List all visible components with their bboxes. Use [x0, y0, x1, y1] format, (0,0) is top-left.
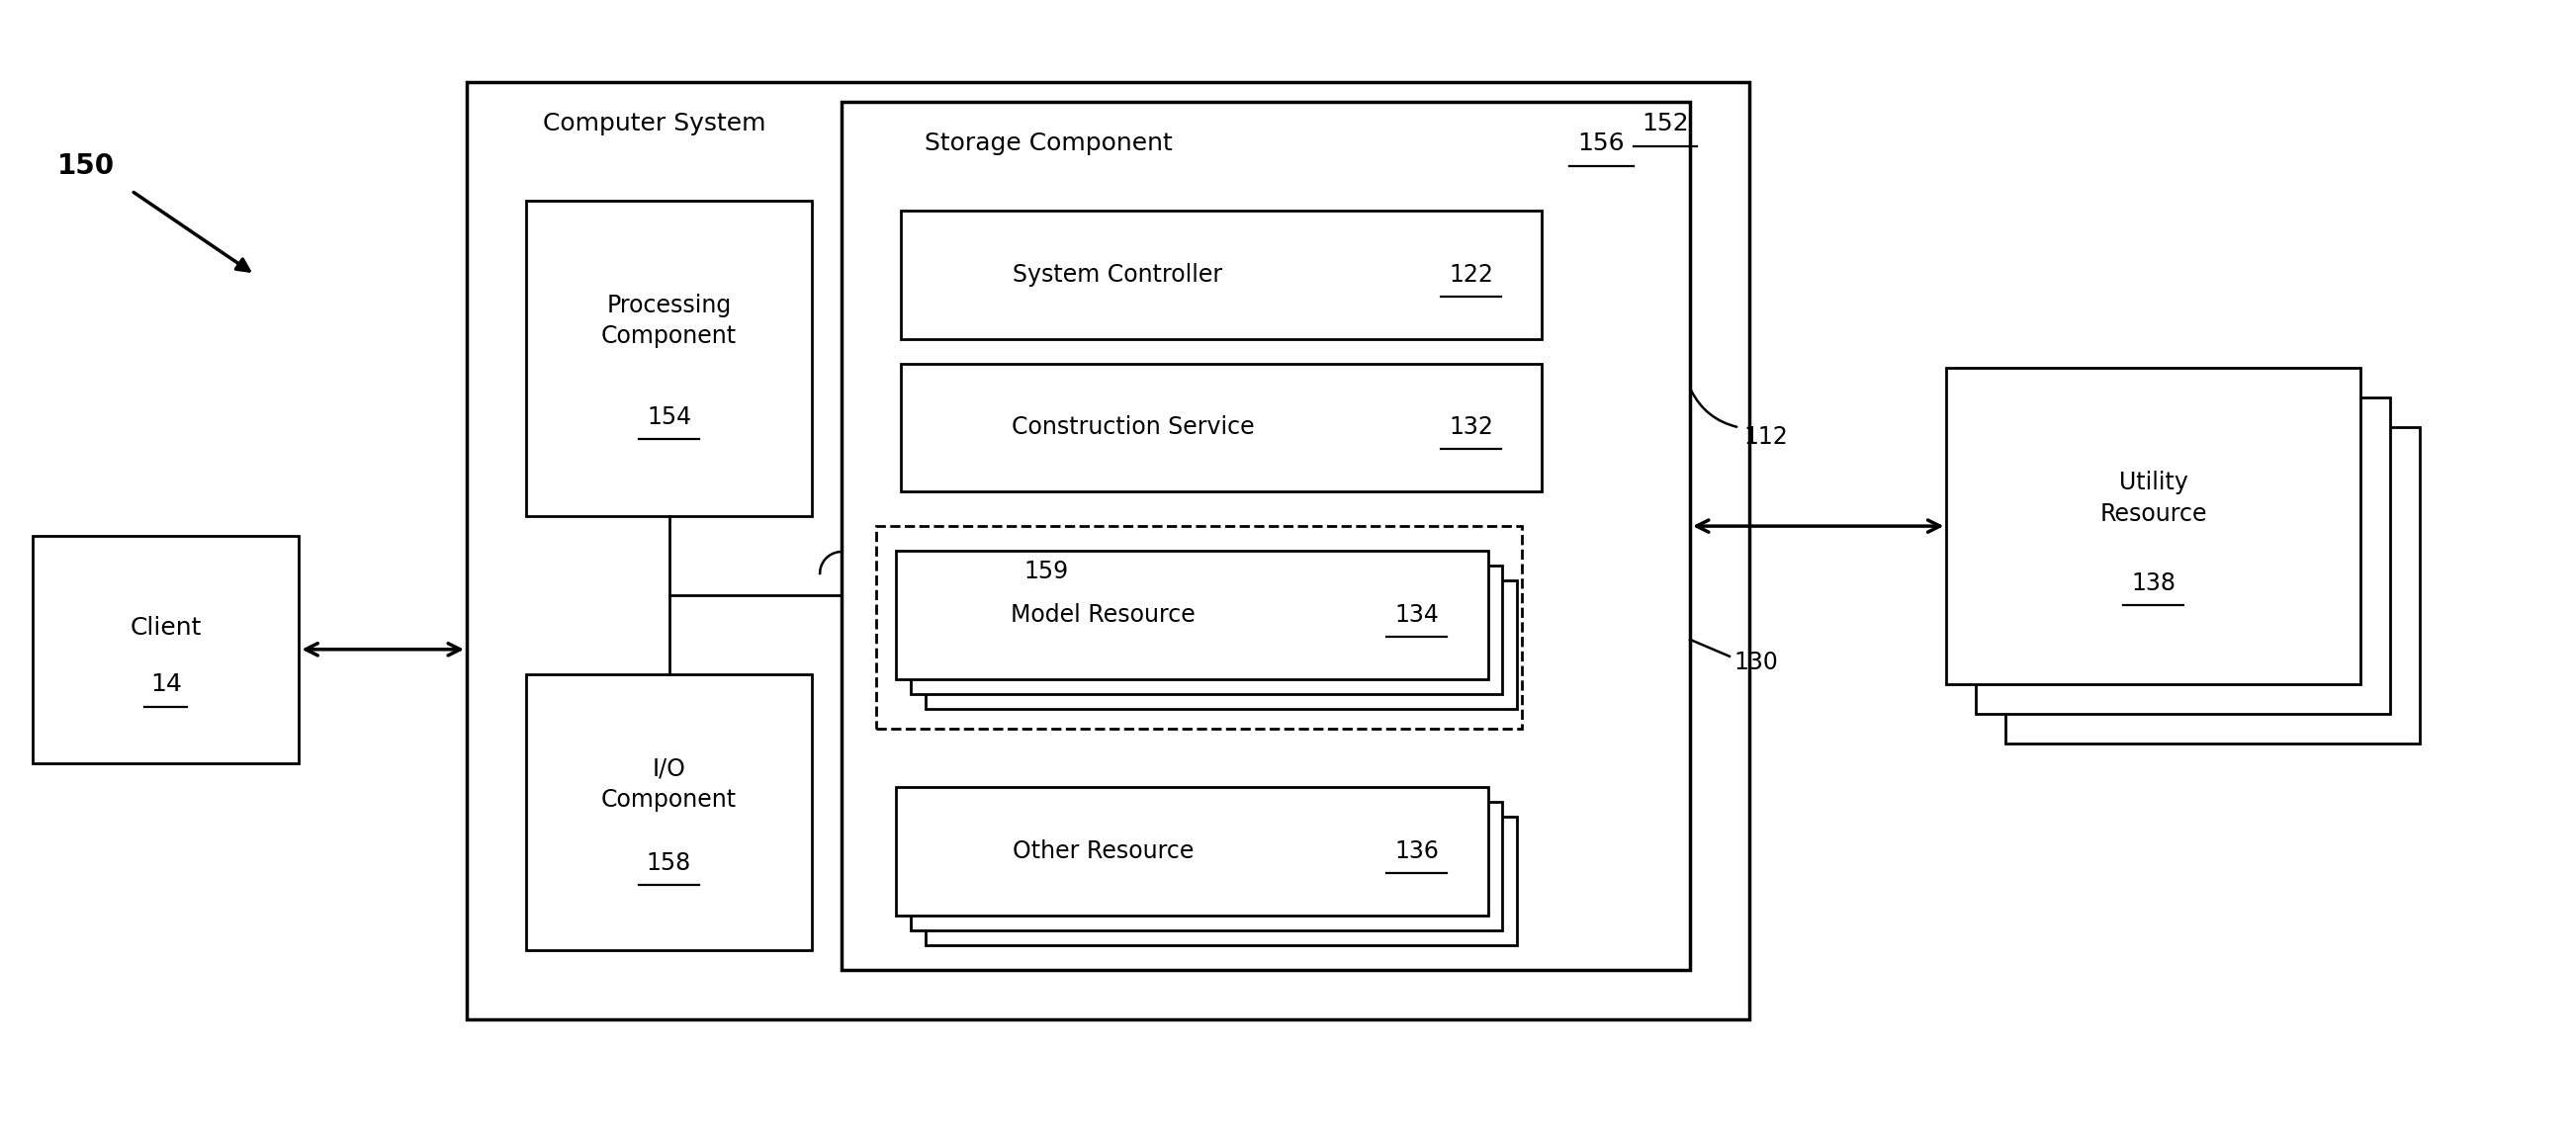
Bar [896, 787, 1489, 916]
Text: Model Resource: Model Resource [1010, 603, 1195, 626]
Text: I/O
Component: I/O Component [600, 757, 737, 812]
Text: Construction Service: Construction Service [1012, 416, 1255, 440]
Text: Computer System: Computer System [544, 112, 765, 136]
Text: Client: Client [131, 616, 201, 640]
Text: System Controller: System Controller [1012, 263, 1224, 286]
Text: 14: 14 [149, 672, 183, 696]
Text: 138: 138 [2130, 572, 2177, 596]
Text: 122: 122 [1448, 263, 1494, 286]
Bar [876, 526, 1522, 728]
Text: 112: 112 [1744, 426, 1788, 449]
Bar [33, 536, 299, 763]
Bar [902, 211, 1543, 338]
Bar [526, 200, 811, 516]
Bar [902, 363, 1543, 492]
Bar [896, 551, 1489, 679]
Text: Utility
Resource: Utility Resource [2099, 472, 2208, 526]
Text: 158: 158 [647, 852, 690, 875]
Bar [2007, 427, 2419, 743]
Bar [912, 802, 1502, 931]
Text: 132: 132 [1448, 416, 1494, 440]
Text: Processing
Component: Processing Component [600, 294, 737, 349]
Text: 159: 159 [1025, 559, 1069, 583]
Text: 154: 154 [647, 405, 690, 429]
Bar [925, 817, 1517, 945]
Text: Other Resource: Other Resource [1012, 839, 1193, 863]
Text: 136: 136 [1394, 839, 1440, 863]
Bar [912, 566, 1502, 694]
Bar [1947, 368, 2360, 683]
Text: 152: 152 [1641, 112, 1690, 136]
Text: 130: 130 [1734, 650, 1780, 674]
Bar [842, 103, 1690, 970]
Text: 134: 134 [1394, 603, 1440, 626]
Bar [466, 82, 1749, 1019]
Text: 156: 156 [1577, 131, 1625, 155]
Text: 150: 150 [57, 153, 116, 180]
Text: Storage Component: Storage Component [925, 131, 1172, 155]
Bar [1976, 398, 2391, 713]
Bar [526, 674, 811, 950]
Bar [925, 581, 1517, 708]
